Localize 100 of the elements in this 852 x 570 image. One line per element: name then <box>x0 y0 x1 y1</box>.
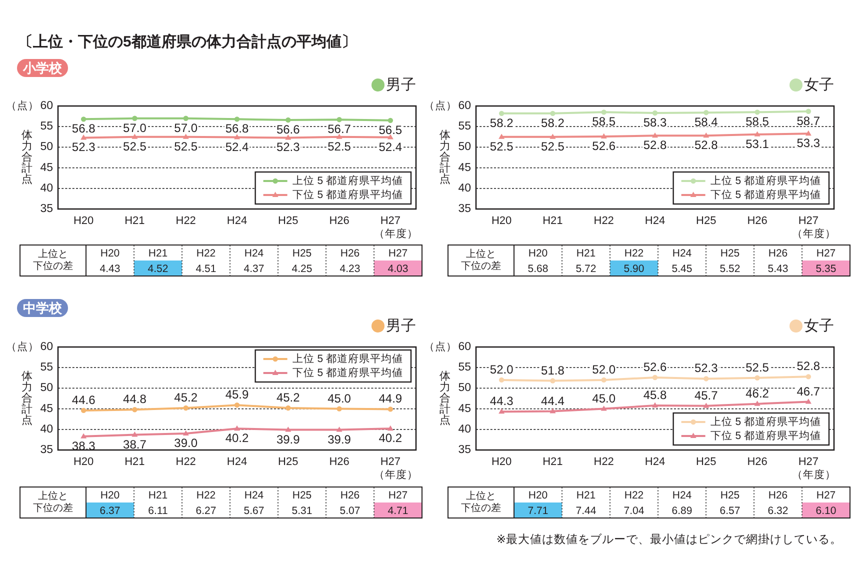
y-tick-label: 60 <box>40 341 53 353</box>
data-label: 4.51 <box>196 262 216 275</box>
text: 小学校 <box>22 60 63 76</box>
data-label: 44.4 <box>541 394 565 408</box>
category-label: H27 <box>816 247 836 260</box>
point <box>498 134 505 139</box>
y-axis-title: 体力合計点 <box>22 370 32 426</box>
point <box>336 116 342 122</box>
category-label: H27 <box>816 489 836 502</box>
x-axis-title: （年度） <box>374 468 418 481</box>
x-tick-label: H24 <box>644 456 666 468</box>
text: 上位と下位の差 <box>33 490 73 514</box>
x-tick-label: H21 <box>542 215 563 227</box>
data-label: 58.3 <box>643 116 667 130</box>
point <box>754 400 760 406</box>
point <box>498 377 504 383</box>
data-label: 6.89 <box>672 504 692 517</box>
y-tick-label: 35 <box>458 203 471 215</box>
data-label: 52.5 <box>746 360 770 374</box>
point <box>704 376 709 382</box>
x-tick-label: H22 <box>594 456 614 468</box>
point <box>80 433 87 438</box>
data-label: 45.0 <box>592 391 616 406</box>
point <box>600 133 607 138</box>
x-tick-label: H21 <box>124 456 145 468</box>
data-label: 58.7 <box>796 114 820 128</box>
point <box>550 134 556 139</box>
x-tick-label: H24 <box>644 215 666 227</box>
data-label: 56.5 <box>378 122 402 137</box>
point <box>550 408 556 414</box>
category-label: H24 <box>672 247 692 260</box>
category-label: H26 <box>768 489 788 502</box>
data-label: 45.9 <box>225 388 249 402</box>
data-label: 5.45 <box>672 262 692 275</box>
data-label: 4.52 <box>148 262 168 275</box>
data-label: 58.5 <box>746 114 770 129</box>
legend-label: 下位 5 都道府県平均値 <box>292 366 403 379</box>
point <box>387 134 394 140</box>
category-label: H20 <box>528 247 548 260</box>
data-label: 4.43 <box>100 262 120 275</box>
data-label: 52.3 <box>694 361 718 376</box>
legend-label: 上位 5 都道府県平均値 <box>710 174 821 187</box>
category-label: H21 <box>148 489 168 502</box>
data-label: 52.6 <box>643 360 667 374</box>
x-tick-label: H20 <box>73 215 94 227</box>
y-tick-label: 55 <box>458 362 471 374</box>
data-label: 58.2 <box>541 116 565 130</box>
x-tick-label: H20 <box>491 215 512 227</box>
data-label: 46.7 <box>796 384 820 398</box>
category-label: H20 <box>100 247 120 260</box>
y-tick-label: 55 <box>40 120 53 133</box>
data-label: 40.2 <box>225 431 249 446</box>
point <box>806 108 812 114</box>
data-label: 4.03 <box>388 262 408 275</box>
x-tick-label: H20 <box>73 456 94 468</box>
data-label: 56.8 <box>72 122 96 136</box>
category-label: H21 <box>576 489 596 502</box>
data-label: 39.9 <box>328 432 352 446</box>
point <box>388 406 394 412</box>
x-tick-label: H21 <box>124 215 145 227</box>
data-label: 58.2 <box>490 116 514 130</box>
point <box>182 134 189 139</box>
y-axis-title: 体力合計点 <box>22 130 32 186</box>
x-tick-label: H26 <box>329 215 350 227</box>
category-label: H20 <box>528 489 548 502</box>
data-label: 6.10 <box>816 504 836 517</box>
point <box>601 110 606 115</box>
data-label: 52.5 <box>174 139 198 154</box>
data-label: 44.3 <box>490 394 514 408</box>
data-label: 5.31 <box>292 504 312 517</box>
point <box>754 110 760 115</box>
category-label: H26 <box>768 247 788 260</box>
data-label: 52.4 <box>378 140 402 154</box>
y-tick-label: 50 <box>458 382 471 394</box>
point <box>652 374 658 380</box>
category-label: H22 <box>624 247 644 260</box>
point <box>132 407 138 412</box>
point <box>704 110 709 116</box>
point <box>600 406 607 411</box>
data-label: 40.2 <box>378 431 402 446</box>
y-tick-label: 40 <box>40 423 53 436</box>
legend-label: 上位 5 都道府県平均値 <box>292 352 403 365</box>
point <box>132 432 138 437</box>
data-label: 45.2 <box>174 390 198 404</box>
data-label: 4.37 <box>244 262 264 275</box>
x-tick-label: H22 <box>594 215 614 227</box>
category-label: H21 <box>576 247 596 260</box>
point <box>234 134 240 140</box>
legend-label: 上位 5 都道府県平均値 <box>292 174 403 187</box>
data-label: 58.5 <box>592 114 616 129</box>
data-label: 7.04 <box>624 504 644 517</box>
point <box>805 130 812 136</box>
data-label: 52.8 <box>643 138 667 152</box>
x-tick-label: H26 <box>747 456 768 468</box>
y-tick-label: 45 <box>40 162 53 174</box>
y-tick-label: 40 <box>40 182 53 194</box>
category-label: H27 <box>388 489 408 502</box>
data-label: 52.5 <box>123 139 147 154</box>
point <box>132 116 138 121</box>
category-label: H25 <box>720 247 740 260</box>
